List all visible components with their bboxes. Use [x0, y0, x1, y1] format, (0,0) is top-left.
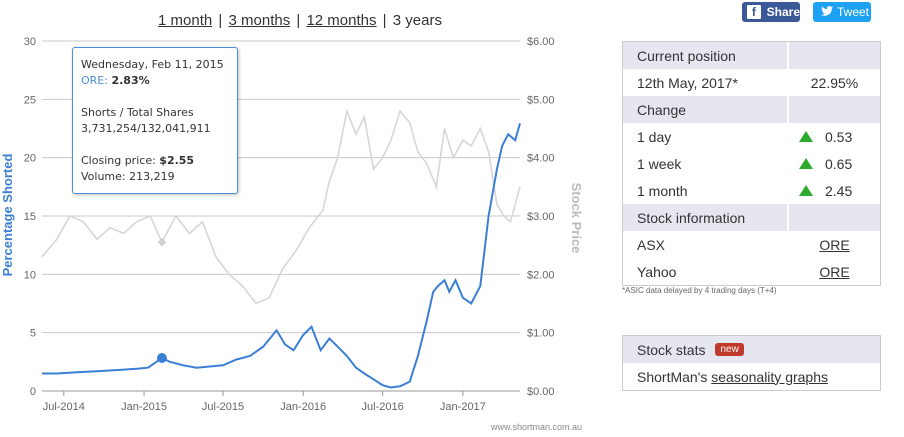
range-12-months[interactable]: 12 months: [306, 12, 377, 29]
change-row-1-month: 1 month 2.45: [623, 177, 880, 204]
short-position-chart: 0 5 10 15 20 25 30 $0.00 $1.00 $2.00 $3.00 $4.00 $5…: [0, 36, 584, 432]
stock-info-row-yahoo: Yahoo ORE: [623, 258, 880, 285]
seasonality-graphs-link[interactable]: seasonality graphs: [711, 368, 829, 385]
range-1-month[interactable]: 1 month: [158, 12, 213, 29]
current-position-header: Current position: [623, 42, 880, 69]
range-selector: 1 month | 3 months | 12 months | 3 years: [0, 12, 600, 29]
change-row-1-day: 1 day 0.53: [623, 123, 880, 150]
share-label: Share: [766, 5, 800, 19]
y-right-tick-label: $5.00: [527, 94, 555, 106]
y-left-tick-label: 10: [24, 269, 36, 281]
stock-info-label: Yahoo: [637, 263, 677, 280]
y-right-axis-label: Stock Price: [569, 183, 584, 254]
range-separator: |: [382, 12, 387, 29]
x-tick-label: Jan-2015: [121, 401, 167, 413]
tooltip-shares-value: 3,731,254/132,041,911: [81, 122, 211, 135]
tooltip-ticker-value: 2.83%: [111, 74, 150, 87]
y-left-tick-label: 0: [30, 386, 36, 398]
x-ticks: Jul-2014 Jan-2015 Jul-2015 Jan-2016 Jul-2016…: [43, 391, 486, 413]
y-right-tick-label: $1.00: [527, 328, 555, 340]
y-right-tick-label: $2.00: [527, 269, 555, 281]
tweet-label: Tweet: [837, 5, 870, 19]
range-3-years-current: 3 years: [392, 12, 442, 29]
y-left-tick-label: 30: [24, 36, 36, 48]
stock-info-title: Stock information: [623, 204, 789, 231]
x-tick-label: Jul-2015: [202, 401, 244, 413]
change-label: 1 day: [637, 128, 672, 145]
stock-info-row-asx: ASX ORE: [623, 231, 880, 258]
change-label: 1 month: [637, 182, 688, 199]
change-value: 0.65: [825, 155, 853, 172]
y-right-tick-label: $3.00: [527, 211, 555, 223]
position-panel: Current position 12th May, 2017* 22.95% …: [622, 41, 881, 286]
stock-stats-prefix: ShortMan's: [637, 368, 712, 385]
asx-link[interactable]: ORE: [819, 236, 850, 253]
tooltip-volume: Volume: 213,219: [81, 169, 229, 185]
change-row-1-week: 1 week 0.65: [623, 150, 880, 177]
stock-stats-header: Stock stats new: [623, 336, 880, 363]
current-position-value: 22.95%: [810, 74, 859, 91]
range-separator: |: [296, 12, 301, 29]
x-tick-label: Jul-2014: [43, 401, 85, 413]
highlight-point[interactable]: [156, 352, 167, 363]
tweet-button[interactable]: Tweet: [813, 2, 871, 22]
y-left-tick-label: 5: [30, 328, 36, 340]
y-left-ticks: 0 5 10 15 20 25 30: [24, 36, 36, 398]
tooltip-date: Wednesday, Feb 11, 2015: [81, 58, 224, 71]
stock-stats-line: ShortMan's seasonality graphs: [623, 369, 828, 385]
tooltip-ticker: ORE: 2.83%: [81, 73, 229, 89]
tooltip-closing: Closing price: $2.55: [81, 153, 229, 169]
current-position-title: Current position: [623, 42, 789, 69]
y-right-ticks: $0.00 $1.00 $2.00 $3.00 $4.00 $5.00 $6.00: [527, 36, 555, 398]
y-right-tick-label: $6.00: [527, 36, 555, 48]
series-stock-price-line: [41, 108, 521, 305]
twitter-bird-icon: [821, 5, 833, 19]
x-tick-label: Jan-2017: [440, 401, 486, 413]
x-tick-label: Jul-2016: [362, 401, 404, 413]
up-arrow-icon: [799, 131, 813, 142]
up-arrow-icon: [799, 158, 813, 169]
up-arrow-icon: [799, 185, 813, 196]
stock-stats-title-wrap: Stock stats new: [623, 336, 789, 363]
stock-info-header: Stock information: [623, 204, 880, 231]
facebook-icon: f: [747, 5, 761, 19]
new-badge: new: [715, 343, 744, 356]
tooltip-volume-label: Volume:: [81, 170, 126, 183]
chart-credit: www.shortman.com.au: [490, 422, 582, 432]
tooltip-closing-label: Closing price:: [81, 154, 156, 167]
stock-info-label: ASX: [637, 236, 666, 253]
change-title: Change: [623, 96, 789, 123]
yahoo-link[interactable]: ORE: [819, 263, 850, 280]
range-3-months[interactable]: 3 months: [228, 12, 291, 29]
y-left-tick-label: 20: [24, 153, 36, 165]
y-left-axis-label: Percentage Shorted: [0, 154, 15, 277]
facebook-share-button[interactable]: f Share: [742, 2, 800, 22]
y-left-tick-label: 15: [24, 211, 36, 223]
y-left-tick-label: 25: [24, 94, 36, 106]
tooltip-shares-title: Shorts / Total Shares: [81, 106, 194, 119]
x-tick-label: Jan-2016: [280, 401, 326, 413]
current-position-row: 12th May, 2017* 22.95%: [623, 69, 880, 96]
chart-tooltip: Wednesday, Feb 11, 2015 ORE: 2.83% Short…: [72, 47, 238, 194]
range-separator: |: [218, 12, 223, 29]
change-header: Change: [623, 96, 880, 123]
tooltip-ticker-label: ORE:: [81, 74, 108, 87]
series-ore-line: [42, 123, 521, 389]
stock-stats-title: Stock stats: [637, 341, 706, 358]
y-right-tick-label: $0.00: [527, 386, 555, 398]
asic-note: *ASIC data delayed by 4 trading days (T+…: [622, 286, 777, 295]
current-position-date: 12th May, 2017*: [637, 74, 738, 91]
tooltip-volume-value: 213,219: [129, 170, 175, 183]
stock-stats-row: ShortMan's seasonality graphs: [623, 363, 880, 390]
stock-stats-panel: Stock stats new ShortMan's seasonality g…: [622, 335, 881, 391]
change-value: 2.45: [825, 182, 853, 199]
price-marker: [157, 238, 167, 247]
change-label: 1 week: [637, 155, 682, 172]
change-value: 0.53: [825, 128, 853, 145]
y-right-tick-label: $4.00: [527, 153, 555, 165]
tooltip-closing-value: $2.55: [159, 154, 195, 167]
